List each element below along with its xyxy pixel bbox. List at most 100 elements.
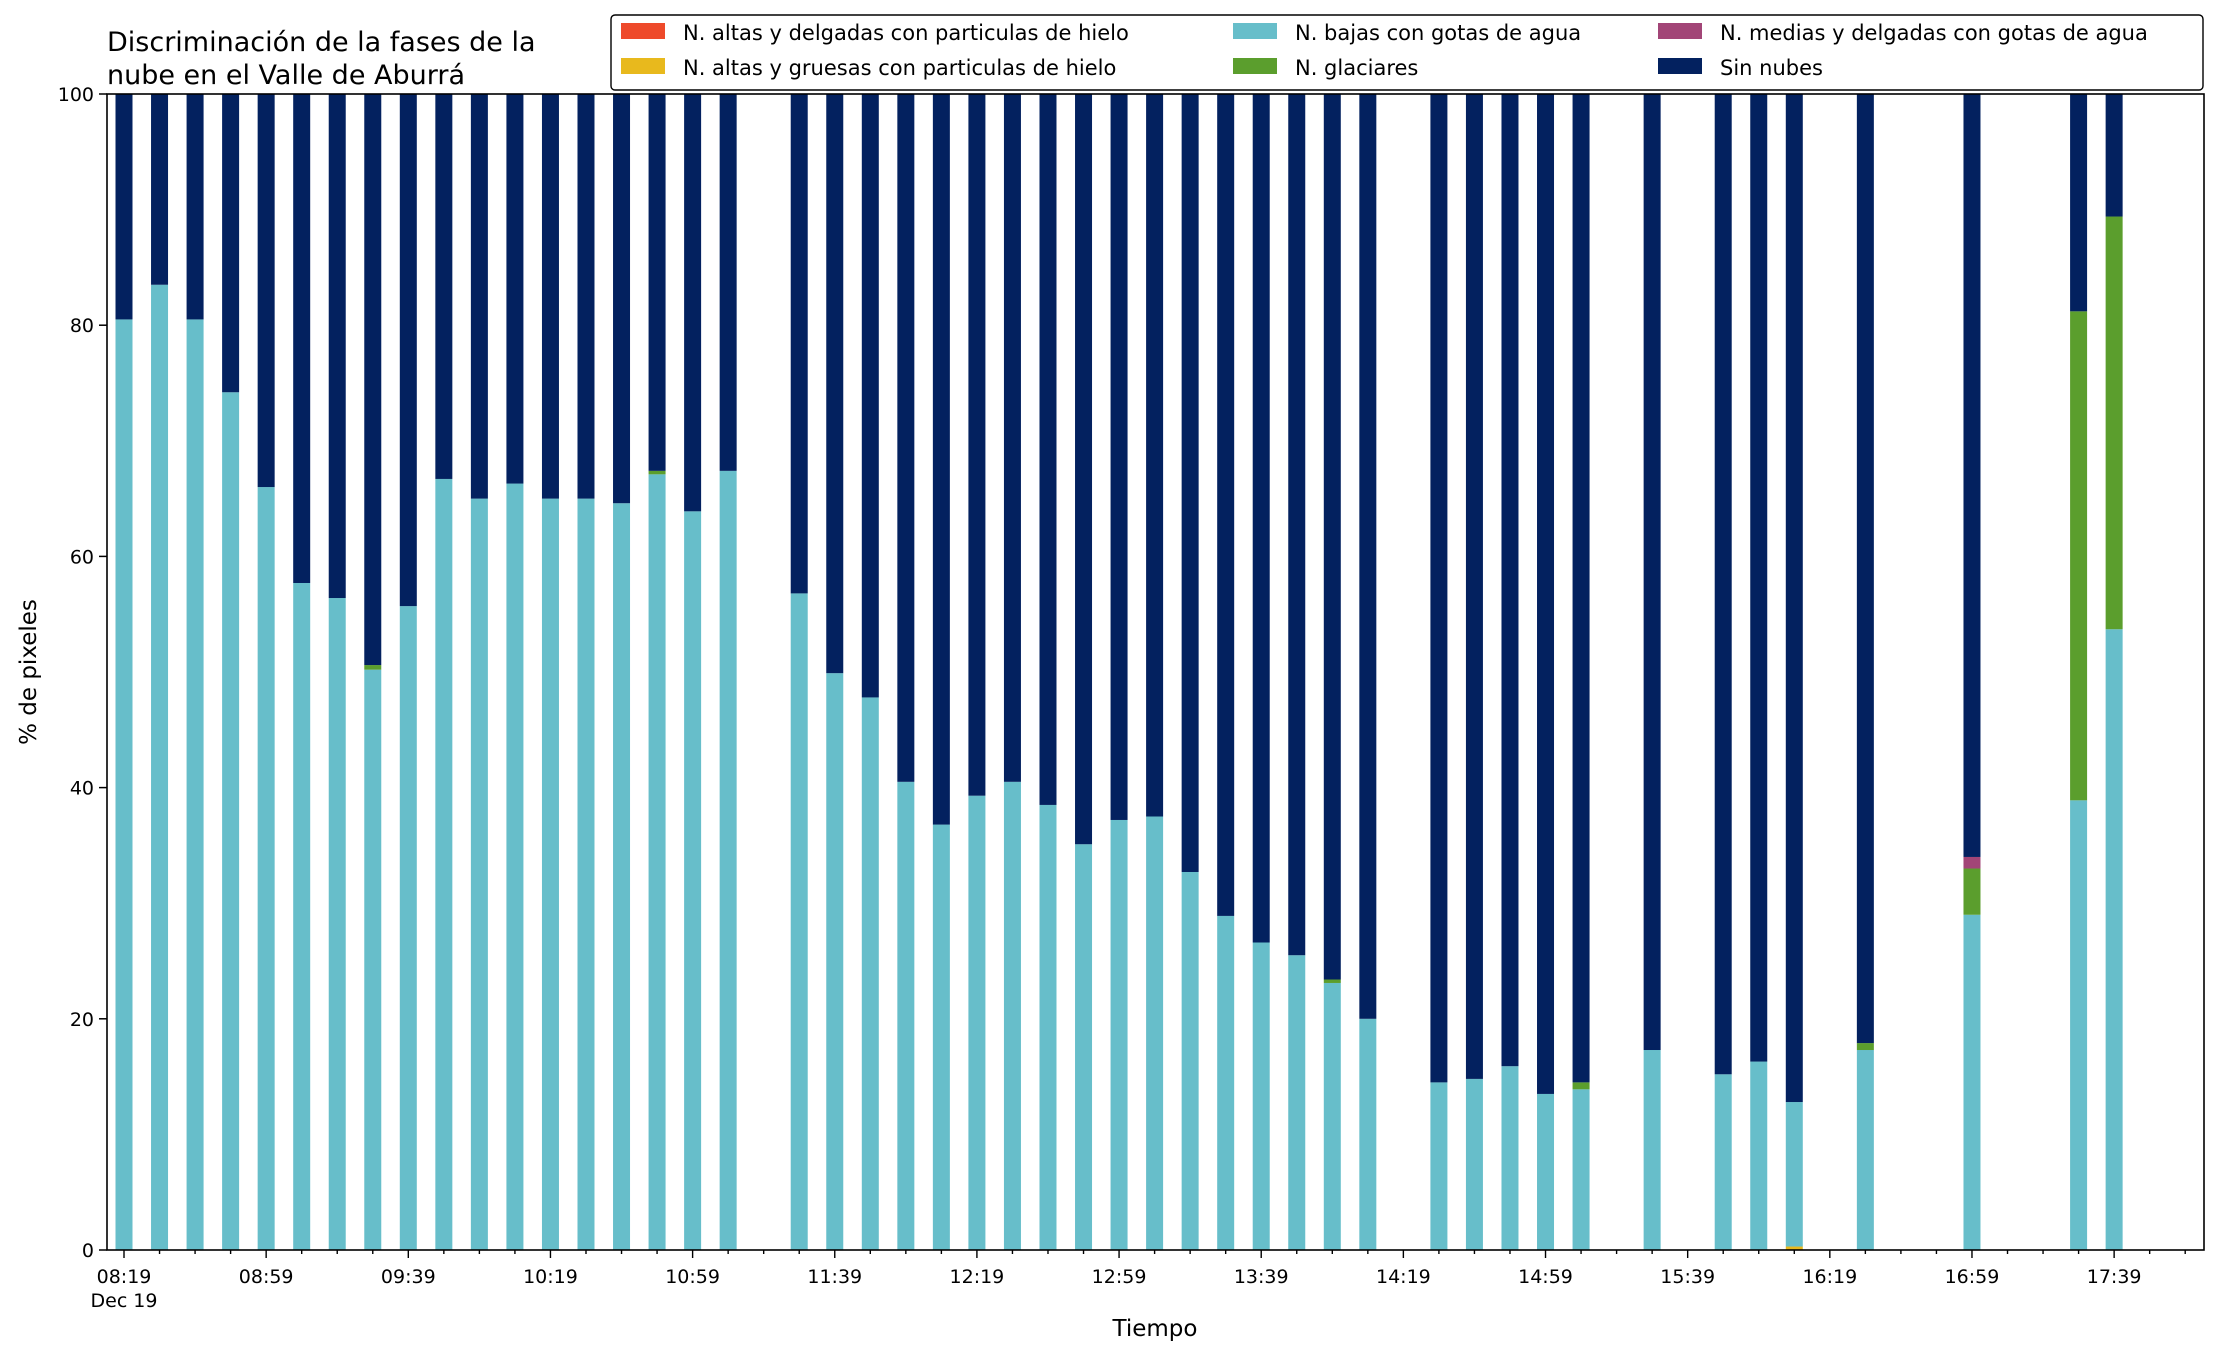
bar-segment xyxy=(932,824,950,1250)
bar-segment xyxy=(1785,1102,1803,1247)
bar-segment xyxy=(1643,1050,1661,1250)
bar-segment xyxy=(1252,94,1270,943)
bar-segment xyxy=(2105,216,2123,630)
bar-segment xyxy=(293,582,311,1250)
bar-segment xyxy=(897,781,915,1250)
bar-segment xyxy=(648,474,666,1250)
bar-segment xyxy=(1075,844,1093,1250)
bar-segment xyxy=(1856,94,1874,1044)
bar-segment xyxy=(257,94,275,488)
bar-segment xyxy=(1963,94,1981,857)
bar-segment xyxy=(1963,856,1981,869)
bar-segment xyxy=(222,94,240,393)
bar-segment xyxy=(328,598,346,1250)
chart-title-line-2: nube en el Valle de Aburrá xyxy=(107,60,465,91)
y-tick-label: 80 xyxy=(70,315,94,337)
legend-swatch xyxy=(1233,58,1277,74)
bar-segment xyxy=(257,487,275,1250)
bar-segment xyxy=(1465,1078,1483,1250)
y-tick-label: 40 xyxy=(70,778,94,800)
bar-segment xyxy=(719,470,737,1250)
x-tick-label: 09:39 xyxy=(381,1266,436,1288)
bar-segment xyxy=(1465,94,1483,1079)
bar-segment xyxy=(1430,94,1448,1083)
bar-segment xyxy=(1359,94,1377,1019)
bar-segment xyxy=(1750,94,1768,1062)
bar-segment xyxy=(1501,1066,1519,1250)
bar-segment xyxy=(1217,915,1235,1250)
bars-layer xyxy=(115,94,2123,1251)
y-axis-label: % de pixeles xyxy=(16,599,42,745)
bar-segment xyxy=(1252,942,1270,1250)
bar-segment xyxy=(897,94,915,782)
bar-segment xyxy=(364,669,382,1250)
legend-label: Sin nubes xyxy=(1720,56,1823,80)
bar-segment xyxy=(364,665,382,670)
bar-segment xyxy=(613,503,631,1251)
x-tick-label: 13:39 xyxy=(1234,1266,1289,1288)
bar-segment xyxy=(719,94,737,471)
bar-segment xyxy=(364,94,382,666)
bar-segment xyxy=(932,94,950,825)
bar-segment xyxy=(1501,94,1519,1067)
x-tick-label: 17:39 xyxy=(2087,1266,2142,1288)
bar-segment xyxy=(293,94,311,583)
bar-segment xyxy=(1750,1061,1768,1250)
bar-segment xyxy=(1146,816,1164,1250)
legend-label: N. altas y delgadas con particulas de hi… xyxy=(683,21,1129,45)
legend: N. altas y delgadas con particulas de hi… xyxy=(610,14,2204,91)
bar-segment xyxy=(577,498,595,1251)
bar-segment xyxy=(1110,819,1128,1250)
bar-segment xyxy=(790,94,808,594)
bar-segment xyxy=(1323,982,1341,1250)
bar-segment xyxy=(1856,1043,1874,1051)
y-tick-label: 60 xyxy=(70,546,94,568)
bar-segment xyxy=(151,284,169,1250)
bar-segment xyxy=(470,94,488,499)
x-tick-label: 12:19 xyxy=(950,1266,1005,1288)
x-axis-label: Tiempo xyxy=(1112,1316,1198,1342)
bar-segment xyxy=(1288,94,1306,956)
bar-segment xyxy=(968,795,986,1250)
bar-segment xyxy=(1537,1093,1555,1250)
bar-segment xyxy=(151,94,169,285)
bar-segment xyxy=(1714,1074,1732,1250)
bar-segment xyxy=(1039,94,1057,805)
bar-segment xyxy=(186,94,204,320)
bar-segment xyxy=(506,483,524,1250)
bar-segment xyxy=(1963,914,1981,1250)
bar-segment xyxy=(613,94,631,504)
bar-segment xyxy=(648,470,666,475)
legend-swatch xyxy=(1658,23,1702,39)
x-tick-label: 14:59 xyxy=(1518,1266,1573,1288)
bar-segment xyxy=(1572,1089,1590,1250)
bar-segment xyxy=(1572,94,1590,1083)
bar-segment xyxy=(328,94,346,599)
bar-segment xyxy=(1181,871,1199,1250)
plot-frame xyxy=(106,93,2205,1251)
bar-segment xyxy=(1217,94,1235,916)
bar-segment xyxy=(435,478,453,1250)
legend-swatch xyxy=(621,58,665,74)
bar-segment xyxy=(1323,979,1341,983)
chart-title-line-1: Discriminación de la fases de la xyxy=(107,27,536,58)
bar-segment xyxy=(790,593,808,1250)
x-axis: 08:19 08:59 09:39 10:19 10:59 11:39 12:19 12:59… xyxy=(91,1250,2186,1312)
x-tick-label: 10:59 xyxy=(665,1266,720,1288)
x-tick-label: 11:39 xyxy=(807,1266,862,1288)
legend-label: N. altas y gruesas con particulas de hie… xyxy=(683,56,1116,80)
bar-segment xyxy=(1785,1246,1803,1250)
bar-segment xyxy=(1110,94,1128,820)
bar-segment xyxy=(541,498,559,1251)
bar-segment xyxy=(506,94,524,484)
x-tick-label: 08:19 xyxy=(97,1266,152,1288)
bar-segment xyxy=(1003,94,1021,782)
x-tick-label: 12:59 xyxy=(1092,1266,1147,1288)
bar-segment xyxy=(861,697,879,1250)
bar-segment xyxy=(399,606,417,1250)
bar-segment xyxy=(1288,955,1306,1250)
bar-segment xyxy=(684,94,702,512)
bar-segment xyxy=(1323,94,1341,980)
bar-segment xyxy=(1785,94,1803,1103)
